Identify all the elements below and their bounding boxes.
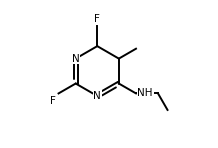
Text: F: F (51, 96, 56, 106)
Text: F: F (94, 14, 100, 24)
Text: NH: NH (138, 88, 153, 98)
Text: N: N (93, 91, 101, 101)
Text: N: N (72, 54, 80, 64)
